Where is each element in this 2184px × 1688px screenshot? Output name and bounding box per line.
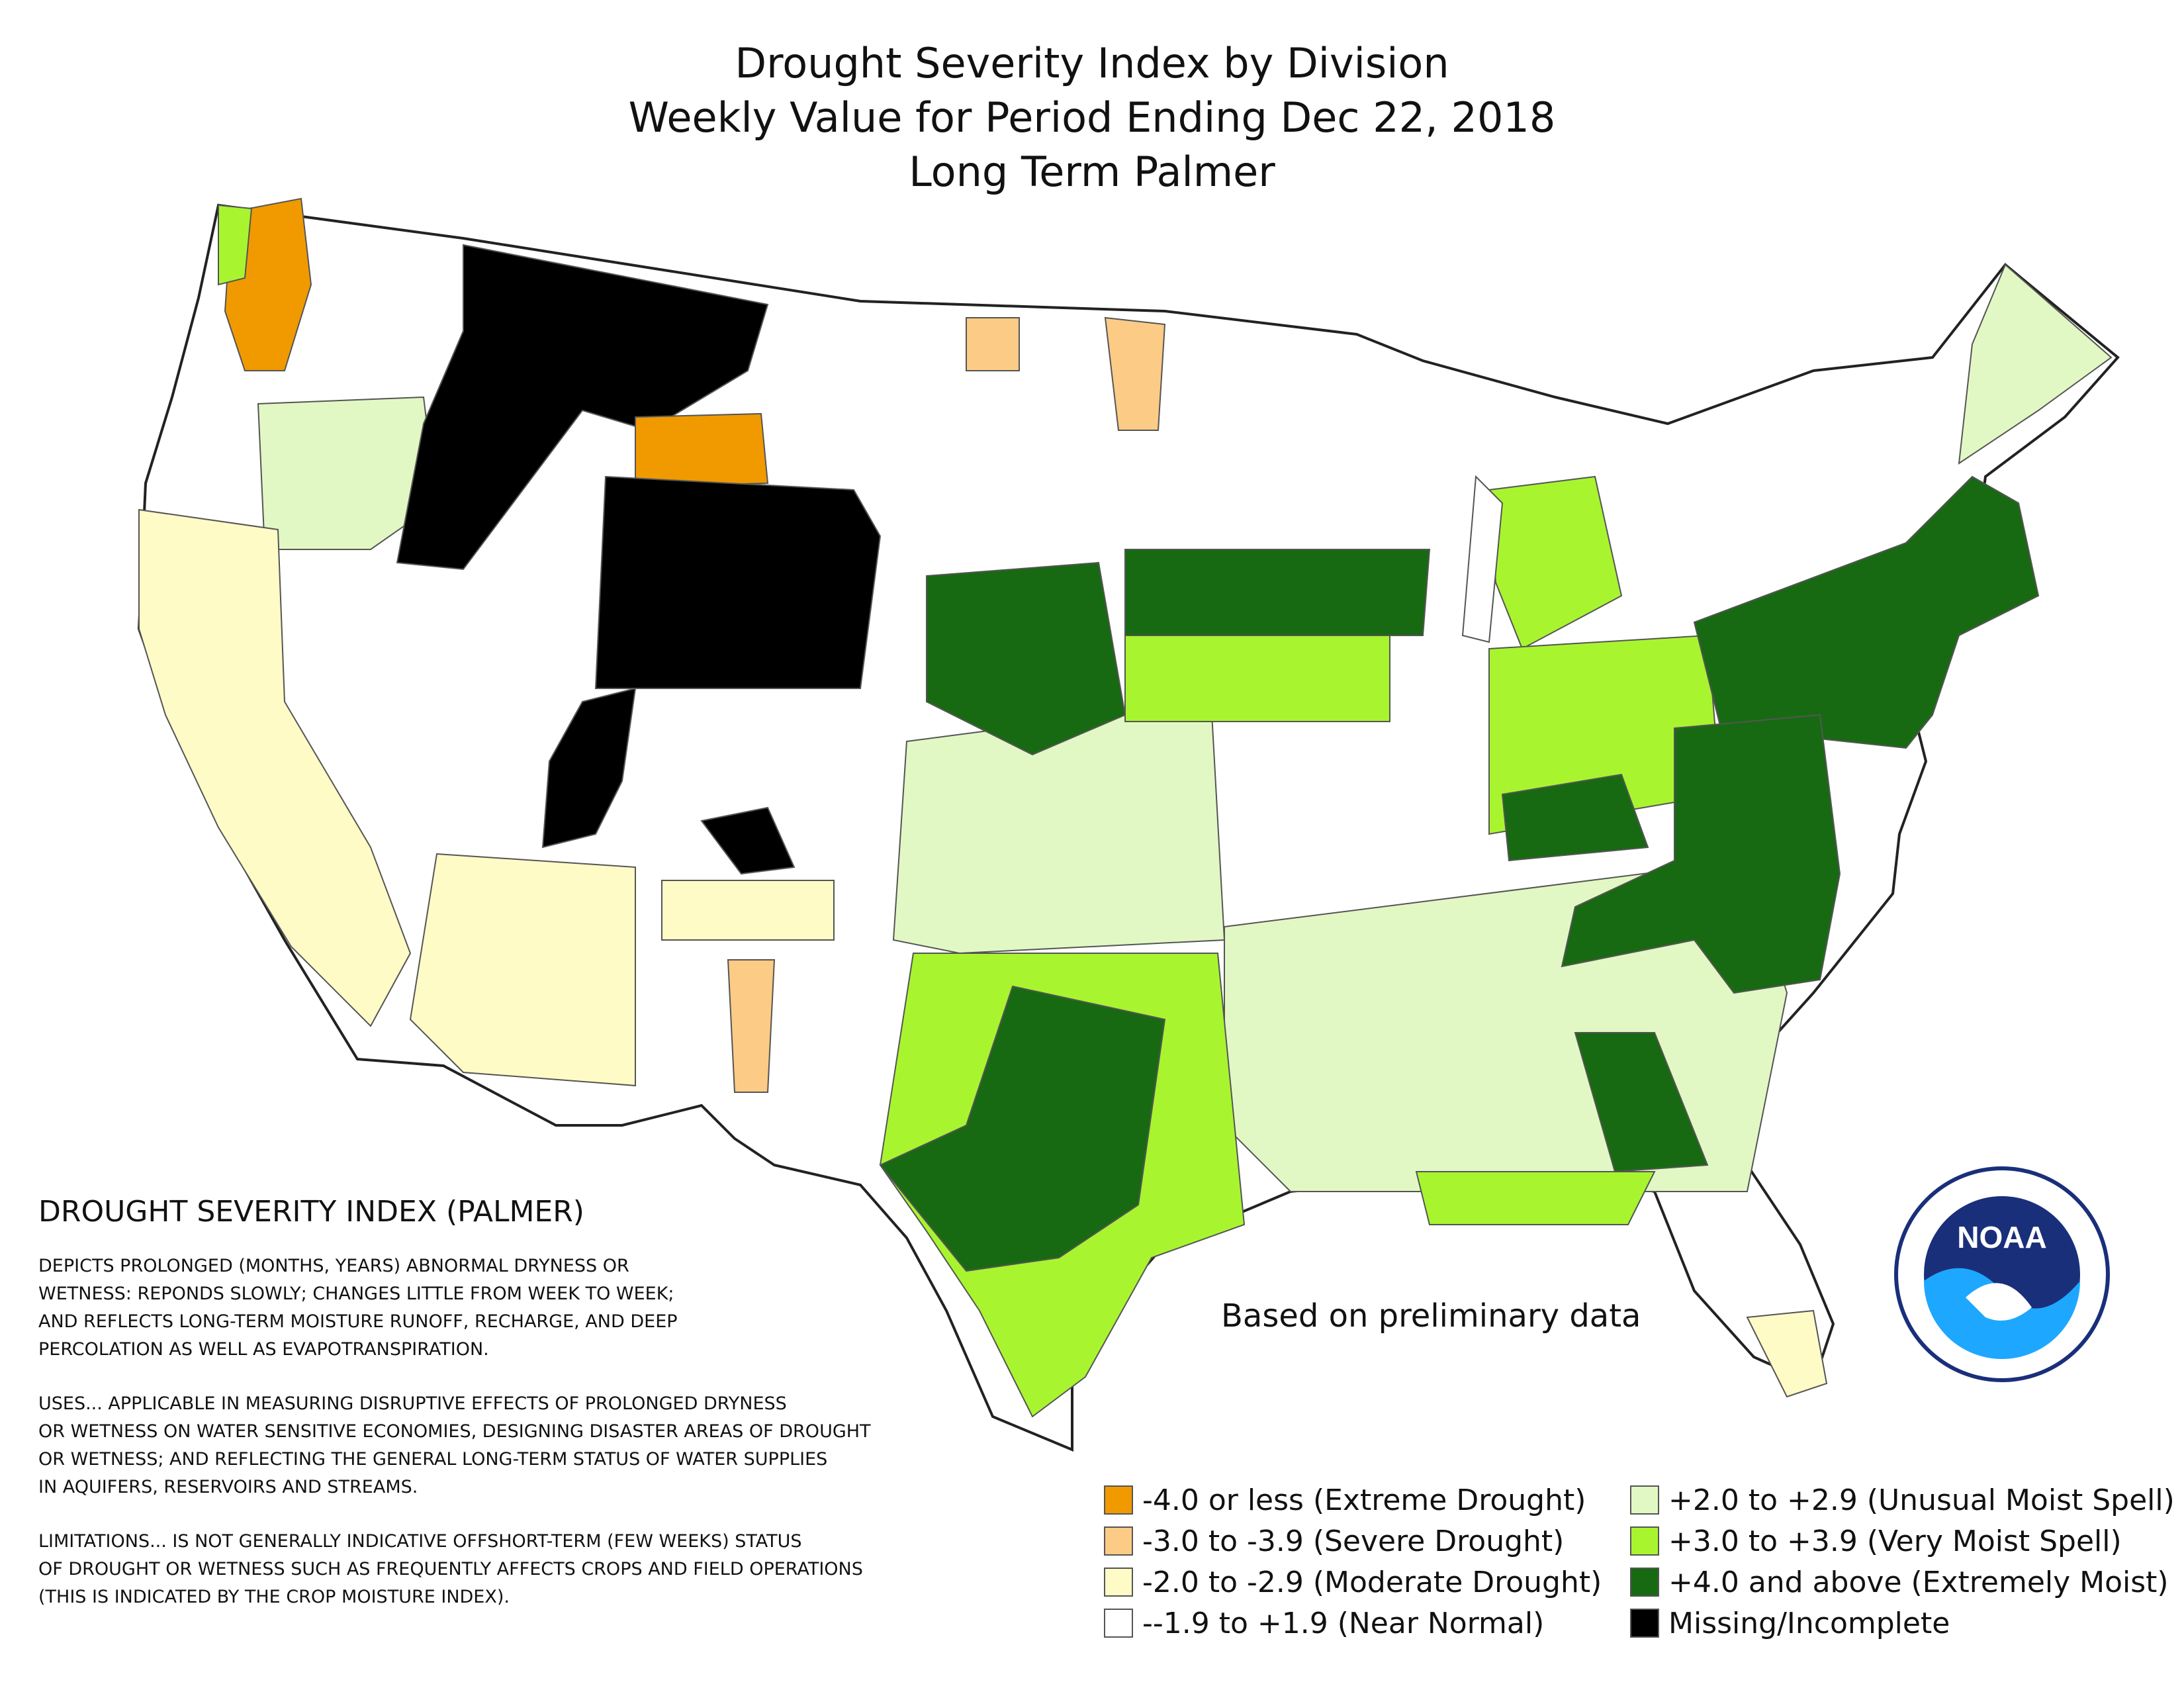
region-montana-central bbox=[635, 412, 769, 488]
legend-column-left: -4.0 or less (Extreme Drought) -3.0 to -… bbox=[1104, 1479, 1602, 1644]
info-line: (THIS IS INDICATED BY THE CROP MOISTURE … bbox=[38, 1587, 510, 1607]
info-line: USES... APPLICABLE IN MEASURING DISRUPTI… bbox=[38, 1393, 787, 1414]
region-florida-south bbox=[1746, 1309, 1828, 1398]
info-paragraph-uses: USES... APPLICABLE IN MEASURING DISRUPTI… bbox=[38, 1390, 1071, 1501]
legend-item-missing: Missing/Incomplete bbox=[1630, 1603, 2175, 1644]
map-title: Drought Severity Index by Division Weekl… bbox=[0, 36, 2184, 199]
noaa-logo-icon: NOAA bbox=[1894, 1166, 2110, 1382]
title-line-3: Long Term Palmer bbox=[909, 148, 1275, 196]
info-paragraph-depicts: DEPICTS PROLONGED (MONTHS, YEARS) ABNORM… bbox=[38, 1252, 1071, 1364]
legend-swatch bbox=[1630, 1485, 1659, 1515]
legend-label: +3.0 to +3.9 (Very Moist Spell) bbox=[1668, 1524, 2122, 1558]
legend-swatch bbox=[1630, 1526, 1659, 1556]
region-new-mexico-central bbox=[727, 959, 776, 1093]
info-line: OF DROUGHT OR WETNESS SUCH AS FREQUENTLY… bbox=[38, 1559, 863, 1579]
region-colorado-sw bbox=[700, 806, 796, 875]
division-regions bbox=[138, 197, 2113, 1418]
legend-item-extremely-moist: +4.0 and above (Extremely Moist) bbox=[1630, 1562, 2175, 1603]
region-great-lakes bbox=[1461, 475, 1504, 643]
info-line: PERCOLATION AS WELL AS EVAPOTRANSPIRATIO… bbox=[38, 1339, 489, 1360]
region-gulf-coast bbox=[1415, 1171, 1656, 1225]
preliminary-note: Based on preliminary data bbox=[1221, 1297, 1641, 1335]
region-north-dakota-east bbox=[1104, 316, 1166, 431]
info-line: OR WETNESS; AND REFLECTING THE GENERAL L… bbox=[38, 1449, 828, 1470]
legend-swatch bbox=[1104, 1526, 1133, 1556]
legend-swatch bbox=[1630, 1609, 1659, 1638]
legend-label: Missing/Incomplete bbox=[1668, 1606, 1950, 1640]
region-kansas-nebraska bbox=[926, 561, 1126, 756]
region-iowa-minnesota bbox=[1124, 549, 1431, 636]
region-wyoming bbox=[594, 475, 882, 689]
region-california bbox=[138, 508, 412, 1027]
info-line: AND REFLECTS LONG-TERM MOISTURE RUNOFF, … bbox=[38, 1311, 678, 1332]
region-texas-central bbox=[879, 985, 1166, 1272]
info-line: WETNESS: REPONDS SLOWLY; CHANGES LITTLE … bbox=[38, 1284, 674, 1304]
legend-label: -2.0 to -2.9 (Moderate Drought) bbox=[1142, 1565, 1602, 1599]
noaa-logo-text: NOAA bbox=[1957, 1220, 2046, 1254]
region-montana-west bbox=[396, 244, 769, 571]
legend-item-unusual-moist: +2.0 to +2.9 (Unusual Moist Spell) bbox=[1630, 1479, 2175, 1521]
legend-swatch bbox=[1104, 1485, 1133, 1515]
info-line: DEPICTS PROLONGED (MONTHS, YEARS) ABNORM… bbox=[38, 1256, 629, 1276]
legend: -4.0 or less (Extreme Drought) -3.0 to -… bbox=[1104, 1479, 2175, 1658]
info-line: LIMITATIONS... IS NOT GENERALLY INDICATI… bbox=[38, 1531, 802, 1552]
region-north-dakota-west bbox=[966, 317, 1020, 371]
info-line: IN AQUIFERS, RESERVOIRS AND STREAMS. bbox=[38, 1477, 418, 1497]
region-new-england-north bbox=[1958, 263, 2113, 465]
legend-item-near-normal: --1.9 to +1.9 (Near Normal) bbox=[1104, 1603, 1602, 1644]
legend-item-moderate-drought: -2.0 to -2.9 (Moderate Drought) bbox=[1104, 1562, 1602, 1603]
legend-label: --1.9 to +1.9 (Near Normal) bbox=[1142, 1606, 1545, 1640]
legend-swatch bbox=[1104, 1609, 1133, 1638]
info-paragraph-limitations: LIMITATIONS... IS NOT GENERALLY INDICATI… bbox=[38, 1528, 1071, 1611]
legend-label: +4.0 and above (Extremely Moist) bbox=[1668, 1565, 2169, 1599]
legend-label: -3.0 to -3.9 (Severe Drought) bbox=[1142, 1524, 1565, 1558]
legend-label: -4.0 or less (Extreme Drought) bbox=[1142, 1483, 1586, 1517]
legend-item-severe-drought: -3.0 to -3.9 (Severe Drought) bbox=[1104, 1521, 1602, 1562]
title-line-2: Weekly Value for Period Ending Dec 22, 2… bbox=[628, 93, 1556, 142]
legend-swatch bbox=[1104, 1568, 1133, 1597]
region-utah-north bbox=[541, 687, 637, 849]
info-heading: DROUGHT SEVERITY INDEX (PALMER) bbox=[38, 1195, 584, 1229]
region-midwest bbox=[1124, 635, 1390, 722]
legend-column-right: +2.0 to +2.9 (Unusual Moist Spell) +3.0 … bbox=[1630, 1479, 2175, 1644]
title-line-1: Drought Severity Index by Division bbox=[735, 39, 1449, 87]
region-arizona bbox=[409, 853, 636, 1087]
info-line: OR WETNESS ON WATER SENSITIVE ECONOMIES,… bbox=[38, 1421, 871, 1442]
region-washington-coast bbox=[218, 204, 253, 286]
legend-swatch bbox=[1630, 1568, 1659, 1597]
legend-label: +2.0 to +2.9 (Unusual Moist Spell) bbox=[1668, 1483, 2175, 1517]
region-virginia-carolina bbox=[1561, 714, 1841, 994]
region-kentucky bbox=[1501, 773, 1649, 862]
legend-item-extreme-drought: -4.0 or less (Extreme Drought) bbox=[1104, 1479, 1602, 1521]
info-panel: DROUGHT SEVERITY INDEX (PALMER) DEPICTS … bbox=[38, 1195, 1071, 1638]
region-new-mexico bbox=[661, 880, 835, 941]
legend-item-very-moist: +3.0 to +3.9 (Very Moist Spell) bbox=[1630, 1521, 2175, 1562]
region-georgia bbox=[1574, 1032, 1709, 1173]
